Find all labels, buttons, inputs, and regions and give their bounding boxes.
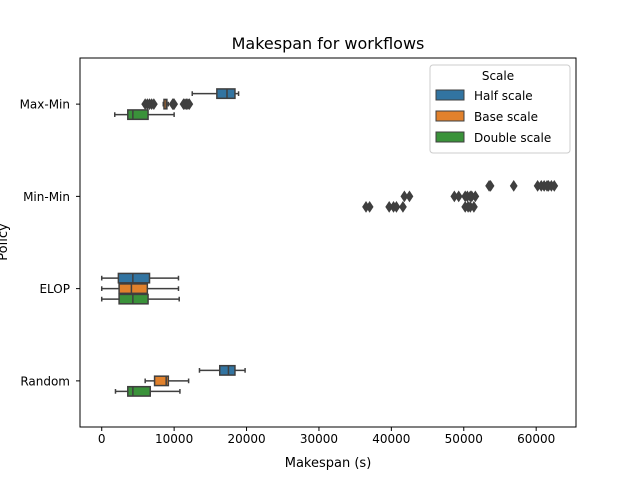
outlier-marker xyxy=(399,200,407,213)
outlier-marker xyxy=(400,190,409,203)
box-iqr xyxy=(218,364,236,376)
box-max-min-half-scale xyxy=(191,88,240,100)
outlier-marker xyxy=(170,98,179,111)
y-tick-label: Max-Min xyxy=(20,98,70,112)
outlier-marker xyxy=(454,190,463,203)
plot-area xyxy=(100,88,559,397)
outlier-marker xyxy=(486,179,495,192)
outlier-marker xyxy=(470,200,478,213)
box-iqr xyxy=(118,283,149,295)
box-min-min-double-scale xyxy=(362,200,478,213)
outlier-marker xyxy=(185,98,194,111)
outlier-marker xyxy=(392,200,401,213)
x-tick-label: 30000 xyxy=(300,432,338,446)
box-iqr xyxy=(117,272,151,284)
legend-label: Double scale xyxy=(474,131,551,145)
x-tick-label: 0 xyxy=(98,432,106,446)
legend-label: Half scale xyxy=(474,89,533,103)
box-elop-base-scale xyxy=(100,283,180,295)
legend-title: Scale xyxy=(482,69,514,83)
legend-swatch xyxy=(435,89,465,101)
chart-title: Makespan for workflows xyxy=(232,34,425,53)
legend-box xyxy=(429,64,571,154)
y-axis-label: Policy xyxy=(0,223,11,261)
box-max-min-base-scale xyxy=(141,98,194,111)
axes-frame xyxy=(79,57,577,428)
box-min-min-base-scale xyxy=(400,190,480,203)
legend-label: Base scale xyxy=(474,110,538,124)
x-tick-label: 50000 xyxy=(445,432,483,446)
outlier-marker xyxy=(471,190,480,203)
box-elop-half-scale xyxy=(100,272,180,284)
box-min-min-half-scale xyxy=(485,179,559,192)
y-tick-label: ELOP xyxy=(39,282,70,296)
x-tick-label: 40000 xyxy=(372,432,410,446)
legend-swatch xyxy=(435,110,465,122)
box-iqr xyxy=(127,385,151,397)
box-iqr xyxy=(127,109,149,121)
box-iqr xyxy=(216,88,236,100)
outlier-marker xyxy=(550,179,559,192)
x-tick-label: 10000 xyxy=(155,432,193,446)
outlier-marker xyxy=(509,179,518,192)
box-random-half-scale xyxy=(198,364,246,376)
legend-swatch xyxy=(435,131,465,143)
x-axis-ticks: 0 10000 20000 30000 40000 50000 60000 xyxy=(98,427,555,446)
box-max-min-double-scale xyxy=(114,109,175,121)
y-axis-ticks: Max-Min Min-Min ELOP Random xyxy=(20,98,80,388)
outlier-marker xyxy=(405,190,414,203)
x-axis-label: Makespan (s) xyxy=(285,456,372,471)
outlier-marker xyxy=(149,98,158,111)
y-tick-label: Random xyxy=(20,374,70,388)
x-tick-label: 20000 xyxy=(227,432,265,446)
box-iqr xyxy=(153,375,170,387)
box-elop-double-scale xyxy=(100,293,180,305)
legend: Scale Half scale Base scale Double scale xyxy=(429,64,571,154)
box-random-base-scale xyxy=(144,375,190,387)
y-tick-label: Min-Min xyxy=(23,190,70,204)
box-random-double-scale xyxy=(114,385,181,397)
outlier-marker xyxy=(365,200,374,213)
x-tick-label: 60000 xyxy=(517,432,555,446)
